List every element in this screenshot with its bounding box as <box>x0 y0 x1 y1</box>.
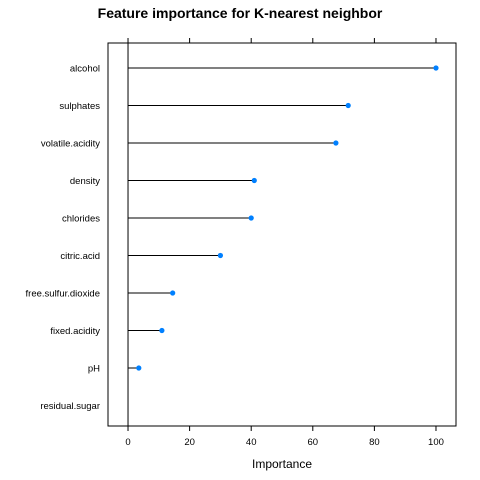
x-tick-label: 20 <box>184 437 195 448</box>
importance-stems <box>128 67 436 369</box>
chart-title: Feature importance for K-nearest neighbo… <box>98 5 383 21</box>
category-label: density <box>70 176 100 187</box>
importance-points <box>136 65 439 371</box>
x-axis-top <box>127 38 437 43</box>
category-label: fixed.acidity <box>50 326 100 337</box>
category-label: pH <box>88 364 100 375</box>
importance-point <box>345 102 351 109</box>
importance-point <box>159 327 165 334</box>
x-tick-label: 40 <box>246 437 257 448</box>
category-label: free.sulfur.dioxide <box>26 289 100 300</box>
importance-point <box>333 140 339 146</box>
category-label: residual.sugar <box>40 401 100 412</box>
category-label: citric.acid <box>60 251 100 262</box>
x-tick-label: 0 <box>125 437 130 448</box>
category-labels: alcohol sulphates volatile.acidity density c… <box>26 64 101 413</box>
category-label: chlorides <box>62 214 100 225</box>
importance-point <box>248 215 254 221</box>
category-label: sulphates <box>59 101 100 112</box>
importance-point <box>170 290 176 296</box>
category-label: volatile.acidity <box>41 139 100 150</box>
x-tick-label: 100 <box>428 437 444 448</box>
category-label: alcohol <box>70 64 100 75</box>
importance-point <box>217 252 224 259</box>
plot-frame <box>107 42 457 427</box>
x-tick-label: 80 <box>369 437 380 448</box>
importance-point <box>251 177 257 184</box>
x-axis-bottom: 0 20 40 60 80 100 <box>125 426 444 448</box>
x-axis-label: Importance <box>252 457 312 471</box>
x-tick-label: 60 <box>308 437 319 448</box>
importance-point <box>136 365 142 371</box>
importance-point <box>433 65 439 71</box>
